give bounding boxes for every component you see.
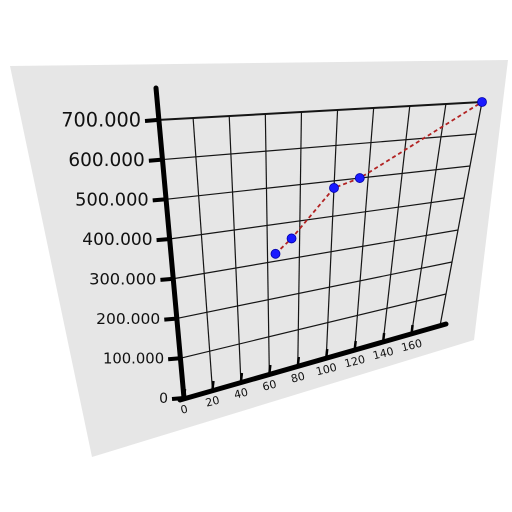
data-point (329, 183, 339, 193)
gridline-x (354, 107, 375, 351)
gridline-x (297, 111, 303, 367)
gridline-y (180, 293, 447, 359)
y-tick-label: 500.000 (75, 190, 149, 211)
x-tick-mark (353, 340, 357, 351)
x-tick-label: 160 (400, 337, 424, 355)
gridline-y (176, 261, 453, 320)
y-tick-mark (152, 197, 165, 203)
y-axis-tick-labels: 0 100.000 200.000 300.000 400.000 500.000 600.… (61, 109, 168, 407)
gridline-x (382, 105, 411, 343)
chart-panel (10, 60, 508, 457)
chart-series (270, 97, 487, 259)
x-tick-mark (239, 372, 244, 383)
data-point (286, 233, 297, 244)
y-tick-label: 300.000 (89, 270, 156, 289)
gridline-y (164, 165, 471, 201)
gridline-x (264, 113, 270, 375)
data-point (477, 97, 487, 107)
x-tick-label: 60 (261, 378, 278, 394)
gridline-x (439, 101, 483, 327)
x-tick-label: 40 (233, 386, 250, 402)
y-tick-label: 100.000 (103, 350, 164, 367)
x-tick-mark (410, 324, 414, 335)
x-tick-label: 0 (179, 402, 189, 416)
y-tick-label: 600.000 (68, 150, 145, 171)
series-line (274, 101, 483, 255)
gridline-x (410, 103, 447, 335)
x-tick-label: 100 (315, 361, 339, 379)
x-tick-label: 20 (204, 394, 221, 410)
y-tick-mark (160, 276, 173, 282)
y-tick-mark (156, 237, 169, 243)
y-tick-label: 0 (159, 391, 168, 407)
x-tick-label: 140 (372, 345, 396, 363)
y-tick-mark (171, 396, 185, 401)
y-tick-label: 400.000 (82, 230, 152, 250)
gridline-x (228, 115, 242, 383)
x-tick-mark (268, 364, 272, 375)
x-tick-mark (324, 348, 329, 359)
gridline-y (156, 101, 483, 121)
y-tick-mark (167, 356, 181, 362)
x-tick-label: 120 (343, 353, 367, 371)
y-axis-line (153, 85, 187, 401)
x-tick-mark (211, 380, 215, 391)
x-tick-mark (296, 356, 301, 367)
x-tick-mark (182, 388, 187, 399)
y-tick-label: 200.000 (96, 310, 160, 328)
x-tick-label: 80 (290, 370, 307, 386)
chart-axes (144, 85, 449, 403)
gridline-x (325, 109, 339, 359)
data-point (354, 173, 365, 183)
data-point (270, 248, 281, 259)
gridline-y (168, 197, 465, 240)
gridline-y (172, 229, 459, 280)
x-axis-tick-labels: 0 20 40 60 80 100 120 140 160 (179, 337, 423, 417)
gridline-x (192, 117, 214, 391)
y-tick-mark (148, 157, 162, 163)
y-tick-mark (164, 316, 177, 322)
x-tick-mark (381, 332, 386, 343)
chart-grid (156, 101, 483, 391)
y-tick-label: 700.000 (61, 109, 141, 132)
y-tick-mark (144, 118, 158, 123)
x-axis-line (177, 321, 449, 403)
